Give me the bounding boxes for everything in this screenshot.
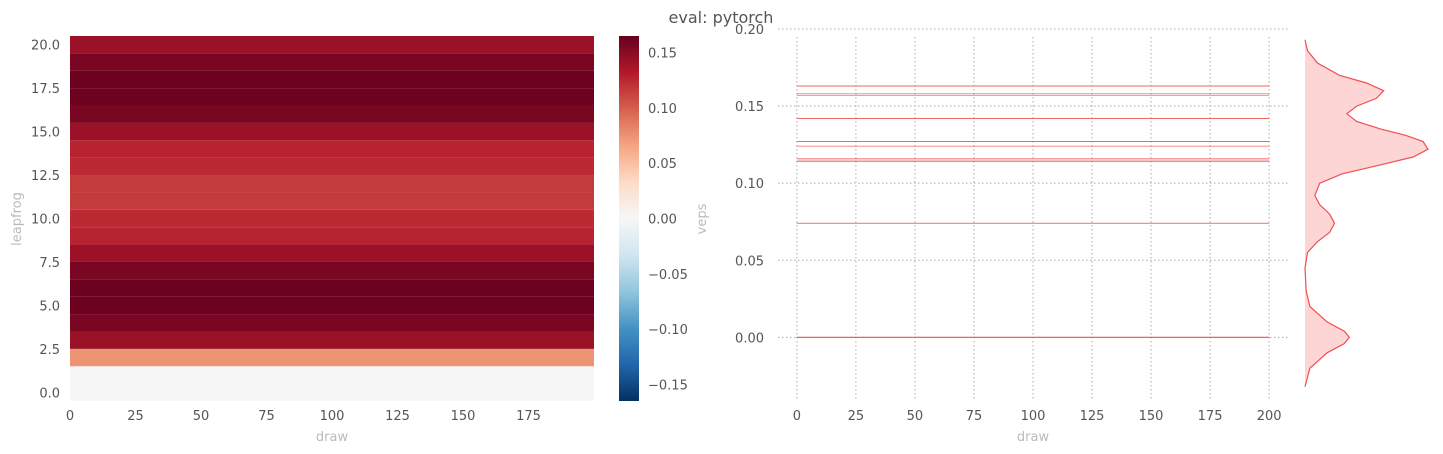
line-grid	[778, 28, 1288, 399]
density-panel	[1304, 39, 1429, 387]
heatmap-x-tick-label: 150	[451, 409, 476, 424]
colorbar-ticks: −0.15 −0.10 −0.05 0.00 0.05 0.10 0.15	[648, 47, 688, 394]
line-y-tick-label: 0.00	[735, 331, 764, 346]
colorbar-tick-label: 0.05	[648, 157, 677, 172]
heatmap-panel: 0 25 50 75 100 125 150 175 0.0 2.5 5.0 7.5 10.0 12.5…	[10, 36, 594, 445]
heatmap-y-tick-label: 7.5	[39, 256, 60, 271]
density-curve	[1304, 39, 1429, 387]
heatmap-y-tick-label: 15.0	[31, 126, 60, 141]
heatmap-row	[70, 366, 594, 384]
heatmap-y-tick-label: 0.0	[39, 386, 60, 401]
colorbar-label: veps	[695, 203, 710, 234]
line-x-label: draw	[1017, 430, 1050, 445]
line-x-tick-label: 0	[793, 409, 801, 424]
line-x-tick-label: 50	[907, 409, 924, 424]
line-x-tick-label: 150	[1139, 409, 1164, 424]
heatmap-row	[70, 227, 594, 245]
line-x-tick-label: 200	[1257, 409, 1282, 424]
heatmap-row	[70, 279, 594, 297]
line-x-tick-label: 125	[1080, 409, 1105, 424]
heatmap-y-ticks: 0.0 2.5 5.0 7.5 10.0 12.5 15.0 17.5 20.0	[31, 39, 60, 402]
line-y-ticks: 0.00 0.05 0.10 0.15 0.20	[735, 23, 764, 346]
heatmap-x-ticks: 0 25 50 75 100 125 150 175	[66, 409, 541, 424]
line-y-tick-label: 0.10	[735, 177, 764, 192]
heatmap-x-tick-label: 50	[193, 409, 210, 424]
colorbar-tick-label: −0.15	[648, 378, 688, 393]
heatmap-rows	[70, 36, 594, 401]
colorbar-tick-label: 0.10	[648, 102, 677, 117]
heatmap-x-tick-label: 175	[516, 409, 541, 424]
heatmap-row	[70, 105, 594, 123]
heatmap-row	[70, 314, 594, 332]
heatmap-row	[70, 175, 594, 193]
heatmap-x-tick-label: 75	[258, 409, 275, 424]
heatmap-x-label: draw	[316, 430, 349, 445]
heatmap-row	[70, 53, 594, 71]
heatmap-row	[70, 331, 594, 349]
line-x-tick-label: 175	[1198, 409, 1223, 424]
line-x-ticks: 0 25 50 75 100 125 150 175 200	[793, 409, 1282, 424]
colorbar-tick-label: 0.15	[648, 47, 677, 62]
line-x-tick-label: 75	[966, 409, 983, 424]
heatmap-x-tick-label: 125	[385, 409, 410, 424]
heatmap-row	[70, 383, 594, 401]
line-y-tick-label: 0.15	[735, 100, 764, 115]
heatmap-y-tick-label: 2.5	[39, 343, 60, 358]
heatmap-row	[70, 261, 594, 280]
line-y-tick-label: 0.05	[735, 254, 764, 269]
colorbar-tick-label: 0.00	[648, 213, 677, 228]
line-x-tick-label: 25	[848, 409, 865, 424]
figure-title: eval: pytorch	[669, 8, 774, 27]
heatmap-row	[70, 122, 594, 141]
heatmap-y-tick-label: 5.0	[39, 299, 60, 314]
heatmap-row	[70, 192, 594, 210]
heatmap-y-tick-label: 17.5	[31, 82, 60, 97]
density-fill	[1305, 39, 1428, 387]
line-series-group	[796, 85, 1270, 338]
heatmap-y-label: leapfrog	[10, 192, 25, 246]
heatmap-y-tick-label: 20.0	[31, 39, 60, 54]
heatmap-row	[70, 209, 594, 228]
colorbar-tick-label: −0.10	[648, 323, 688, 338]
line-panel: 0 25 50 75 100 125 150 175 200 0.000.050.100.150…	[735, 23, 1288, 445]
heatmap-row	[70, 70, 594, 89]
line-x-tick-label: 100	[1021, 409, 1046, 424]
colorbar: −0.15 −0.10 −0.05 0.00 0.05 0.10 0.15 veps	[619, 36, 710, 401]
heatmap-row	[70, 140, 594, 158]
colorbar-tick-label: −0.05	[648, 268, 688, 283]
heatmap-x-tick-label: 0	[66, 409, 74, 424]
line-y-tick-label: 0.20	[735, 23, 764, 38]
heatmap-x-tick-label: 25	[127, 409, 144, 424]
heatmap-row	[70, 36, 594, 54]
heatmap-row	[70, 88, 594, 106]
heatmap-row	[70, 348, 594, 367]
heatmap-row	[70, 296, 594, 315]
heatmap-x-tick-label: 100	[320, 409, 345, 424]
colorbar-gradient	[619, 36, 639, 401]
heatmap-row	[70, 157, 594, 176]
heatmap-row	[70, 244, 594, 262]
heatmap-y-tick-label: 12.5	[31, 169, 60, 184]
heatmap-y-tick-label: 10.0	[31, 213, 60, 228]
